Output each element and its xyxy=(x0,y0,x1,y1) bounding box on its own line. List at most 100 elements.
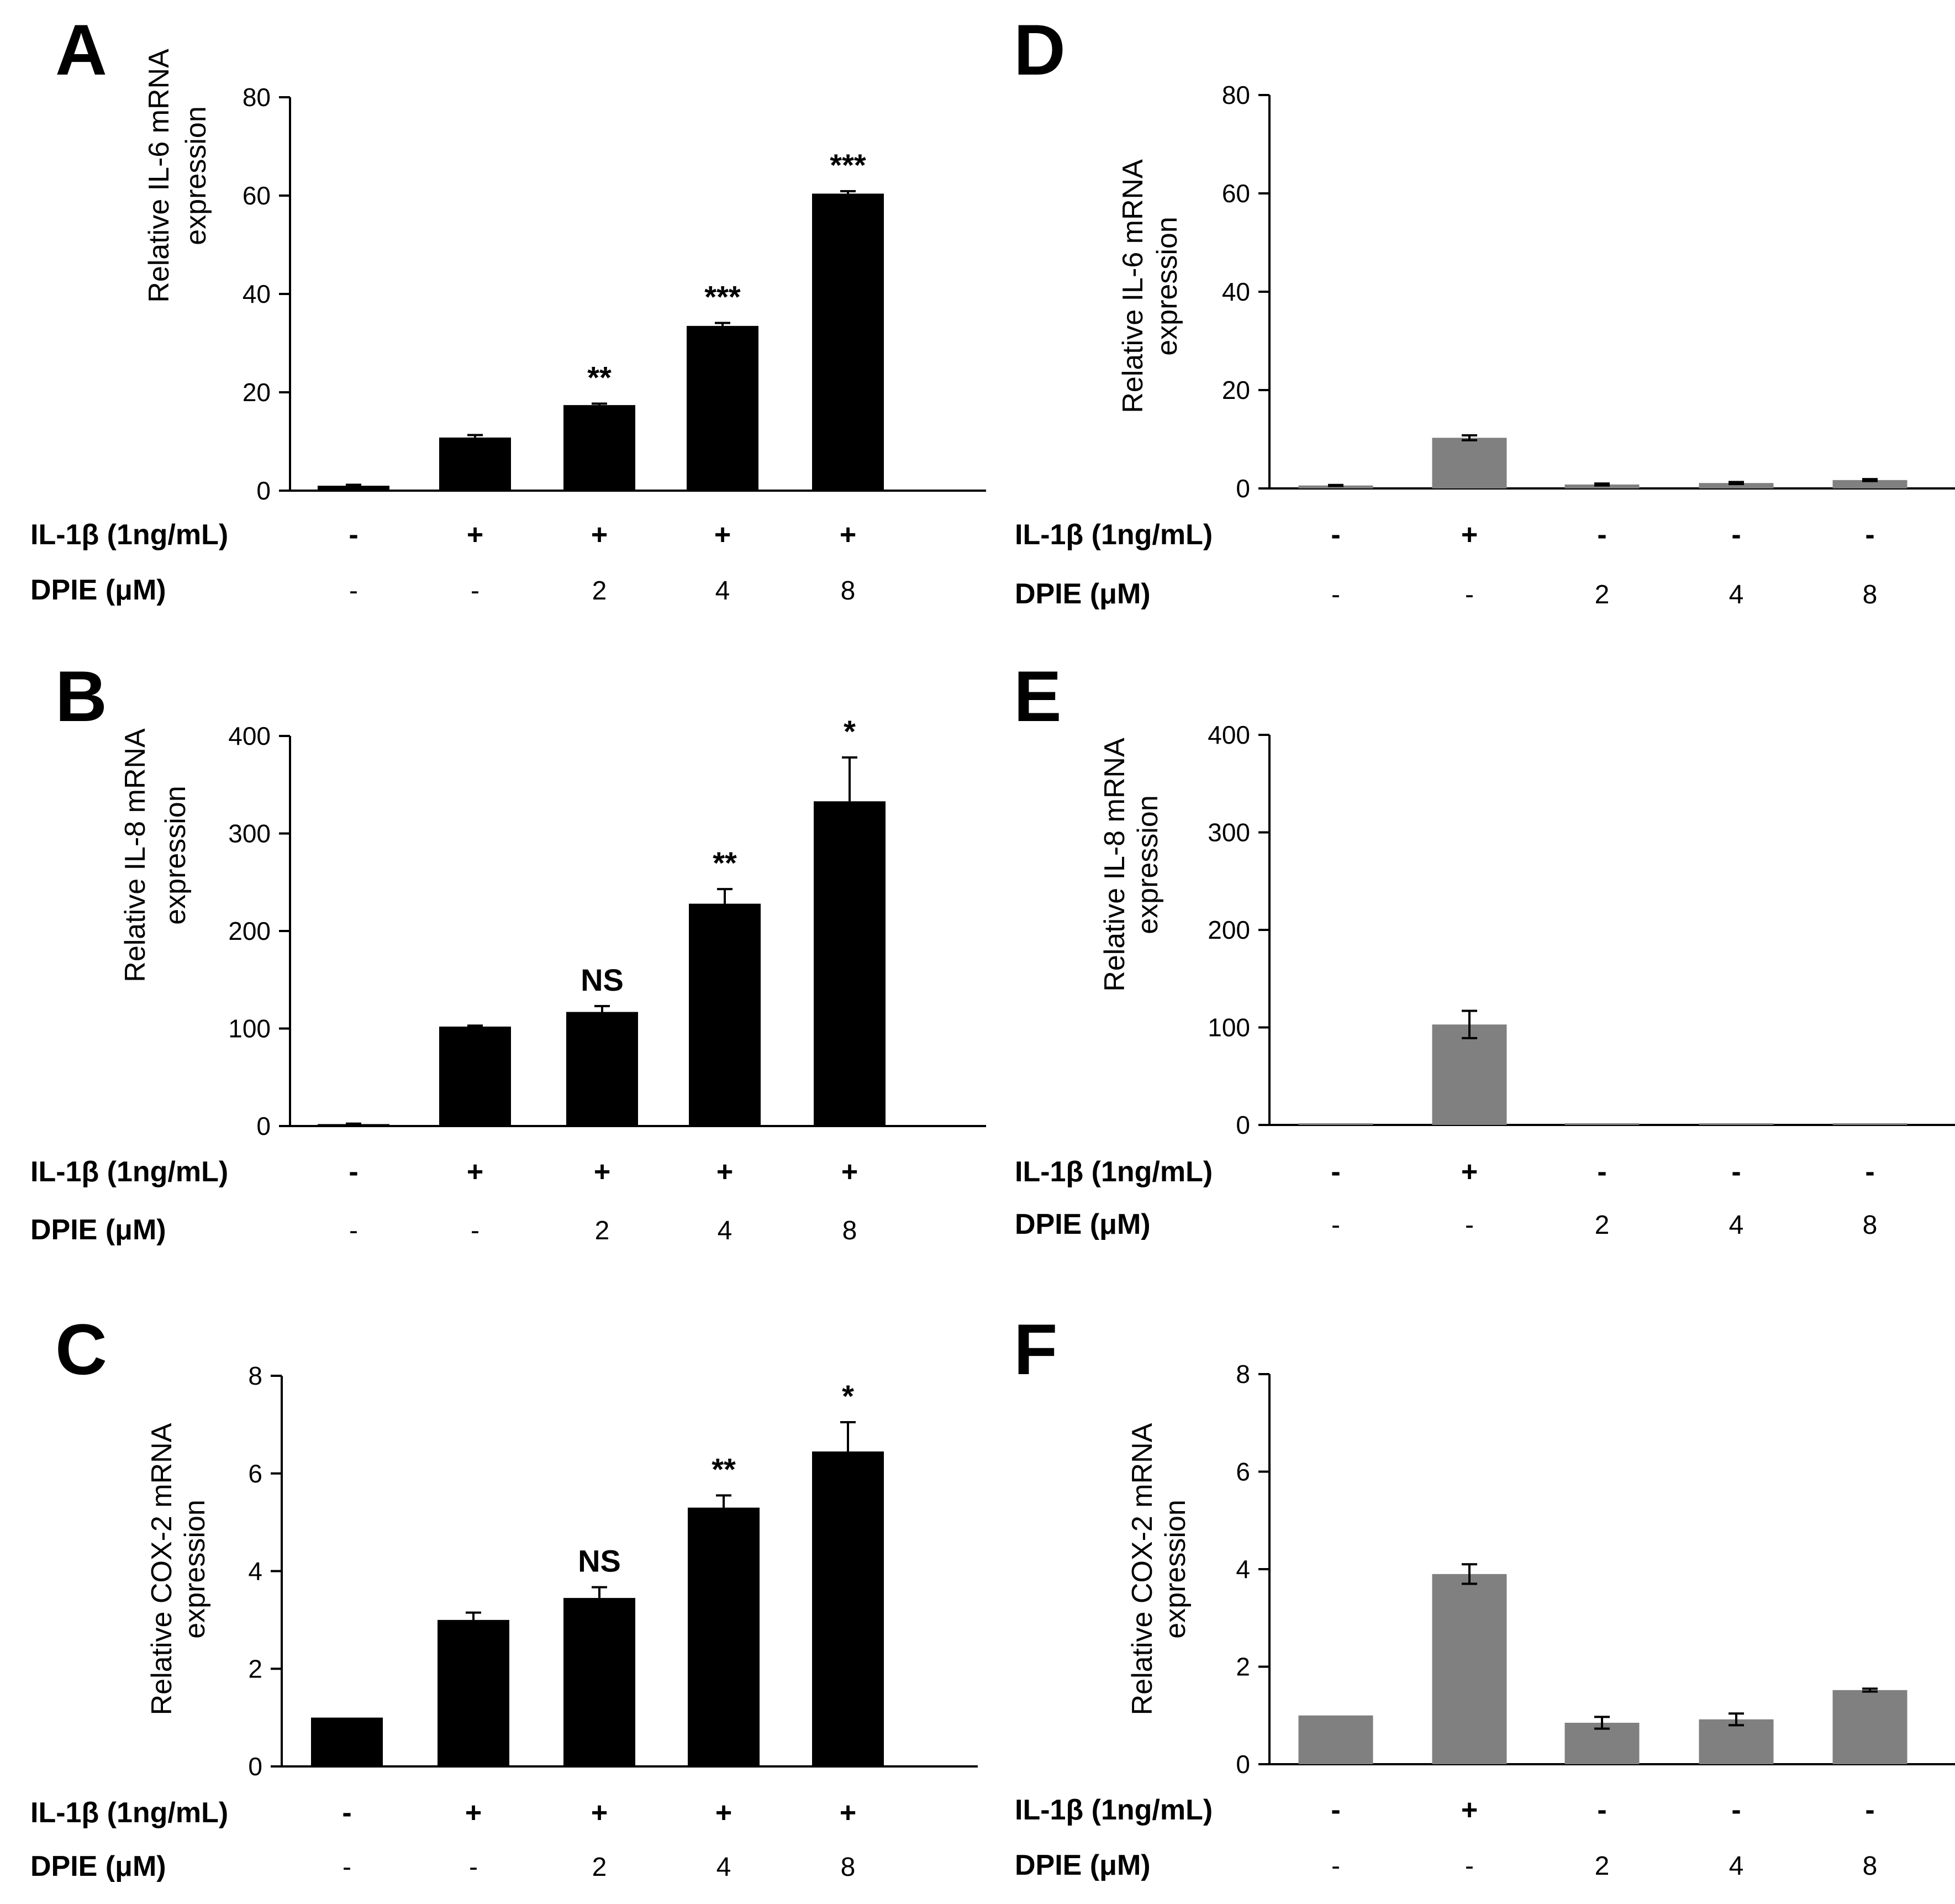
il1b-marker: + xyxy=(594,1156,610,1188)
y-tick-label: 60 xyxy=(243,181,271,210)
bar xyxy=(687,325,758,491)
dpie-marker: - xyxy=(1331,1852,1340,1881)
dpie-marker: - xyxy=(349,576,358,606)
dpie-marker: 4 xyxy=(1729,1211,1744,1240)
y-axis-label-line2: expression xyxy=(1151,217,1183,355)
il1b-marker: - xyxy=(349,1156,358,1188)
il1b-marker: + xyxy=(467,519,483,551)
y-tick-label: 0 xyxy=(256,476,271,505)
bar xyxy=(1564,1123,1640,1125)
il1b-marker: + xyxy=(1461,1156,1478,1188)
il1b-marker: - xyxy=(1597,1156,1606,1188)
dpie-marker: 2 xyxy=(1595,1211,1610,1240)
dpie-row-label: DPIE (μM) xyxy=(1015,1849,1151,1881)
significance-label: NS xyxy=(578,1544,621,1579)
dpie-marker: - xyxy=(349,1216,358,1245)
dpie-marker: - xyxy=(469,1853,478,1882)
il1b-marker: - xyxy=(1731,519,1741,551)
y-axis-label-line1: Relative IL-6 mRNA xyxy=(1117,159,1149,413)
y-tick-label: 2 xyxy=(248,1654,262,1683)
bar xyxy=(1699,483,1774,488)
significance-label: *** xyxy=(704,280,741,314)
il1b-marker: + xyxy=(840,519,856,551)
panel-letter: E xyxy=(1014,656,1062,737)
y-tick-label: 300 xyxy=(1208,818,1250,847)
panel-letter: F xyxy=(1014,1309,1057,1390)
dpie-marker: 2 xyxy=(592,1853,607,1882)
y-tick-label: 80 xyxy=(1222,81,1250,109)
il1b-marker: + xyxy=(465,1797,482,1829)
il1b-marker: + xyxy=(1461,1794,1478,1826)
significance-label: *** xyxy=(830,148,866,182)
y-tick-label: 0 xyxy=(248,1752,262,1781)
y-tick-label: 20 xyxy=(243,378,271,407)
y-tick-label: 4 xyxy=(1236,1555,1250,1584)
il1b-marker: - xyxy=(1597,519,1606,551)
bar xyxy=(1699,1123,1774,1125)
y-tick-label: 100 xyxy=(1208,1013,1250,1042)
bar xyxy=(1298,1123,1373,1125)
bar xyxy=(1432,1024,1507,1125)
il1b-marker: - xyxy=(1865,519,1874,551)
dpie-marker: 4 xyxy=(718,1216,733,1245)
dpie-marker: 2 xyxy=(592,576,607,606)
bar xyxy=(311,1717,383,1766)
y-axis-label-line1: Relative IL-8 mRNA xyxy=(119,728,151,982)
il1b-marker: + xyxy=(591,519,608,551)
dpie-marker: 2 xyxy=(1595,580,1610,609)
y-axis-label-line1: Relative COX-2 mRNA xyxy=(1126,1423,1158,1715)
il1b-marker: - xyxy=(1331,1156,1340,1188)
y-axis-label-line2: expression xyxy=(180,106,212,245)
panel-letter: D xyxy=(1014,9,1066,90)
dpie-row-label: DPIE (μM) xyxy=(30,574,166,606)
dpie-marker: 2 xyxy=(595,1216,610,1245)
il1b-marker: + xyxy=(467,1156,483,1188)
dpie-marker: - xyxy=(1465,1211,1474,1240)
panel-b: B 0 100 200 300 400 Relative IL-8 mRNA expressi… xyxy=(30,656,986,1246)
bar xyxy=(439,1026,511,1126)
bar xyxy=(1298,1715,1373,1764)
panel-d: D 0 20 40 60 80 Relative IL-6 mRNA expression - -… xyxy=(1014,9,1955,610)
y-tick-label: 400 xyxy=(1208,720,1250,749)
il1b-marker: - xyxy=(1865,1156,1874,1188)
bar xyxy=(688,1507,760,1766)
y-tick-label: 6 xyxy=(1236,1458,1250,1486)
panel-f: F 0 2 4 6 8 Relative COX-2 mRNA expression - - + - -… xyxy=(1014,1309,1955,1881)
significance-label: ** xyxy=(713,845,737,880)
dpie-marker: 8 xyxy=(1863,580,1878,609)
il1b-row-label: IL-1β (1ng/mL) xyxy=(30,1156,228,1188)
bar xyxy=(812,1451,884,1766)
bar xyxy=(563,405,635,491)
il1b-marker: - xyxy=(1597,1794,1606,1826)
dpie-marker: 8 xyxy=(1863,1211,1878,1240)
dpie-marker: 8 xyxy=(842,1216,857,1245)
dpie-marker: - xyxy=(1465,580,1474,609)
y-axis-label-line1: Relative COX-2 mRNA xyxy=(146,1423,178,1715)
dpie-row-label: DPIE (μM) xyxy=(1015,578,1151,610)
panel-a: A 0 20 40 60 80 Relative IL-6 mRNA expression - -… xyxy=(30,9,986,606)
bar xyxy=(1699,1719,1774,1764)
dpie-marker: - xyxy=(1331,1211,1340,1240)
bar xyxy=(689,903,761,1126)
y-tick-label: 200 xyxy=(228,917,271,945)
y-tick-label: 8 xyxy=(248,1361,262,1390)
bar xyxy=(318,1124,389,1126)
bar xyxy=(563,1598,635,1766)
il1b-marker: - xyxy=(349,519,358,551)
y-tick-label: 8 xyxy=(1236,1360,1250,1388)
il1b-marker: + xyxy=(716,1156,733,1188)
bar xyxy=(566,1012,638,1126)
il1b-marker: - xyxy=(1331,519,1340,551)
panel-c: C 0 2 4 6 8 Relative COX-2 mRNA expression - - + - N… xyxy=(30,1309,978,1882)
y-tick-label: 0 xyxy=(256,1112,271,1140)
bar xyxy=(1432,438,1507,488)
y-tick-label: 300 xyxy=(228,819,271,848)
bar xyxy=(814,801,886,1126)
y-axis-label-line2: expression xyxy=(1160,1500,1192,1638)
bar xyxy=(812,193,884,491)
il1b-marker: + xyxy=(1461,519,1478,551)
il1b-row-label: IL-1β (1ng/mL) xyxy=(30,519,228,551)
y-axis-label-line1: Relative IL-6 mRNA xyxy=(143,49,175,303)
dpie-marker: - xyxy=(471,1216,479,1245)
